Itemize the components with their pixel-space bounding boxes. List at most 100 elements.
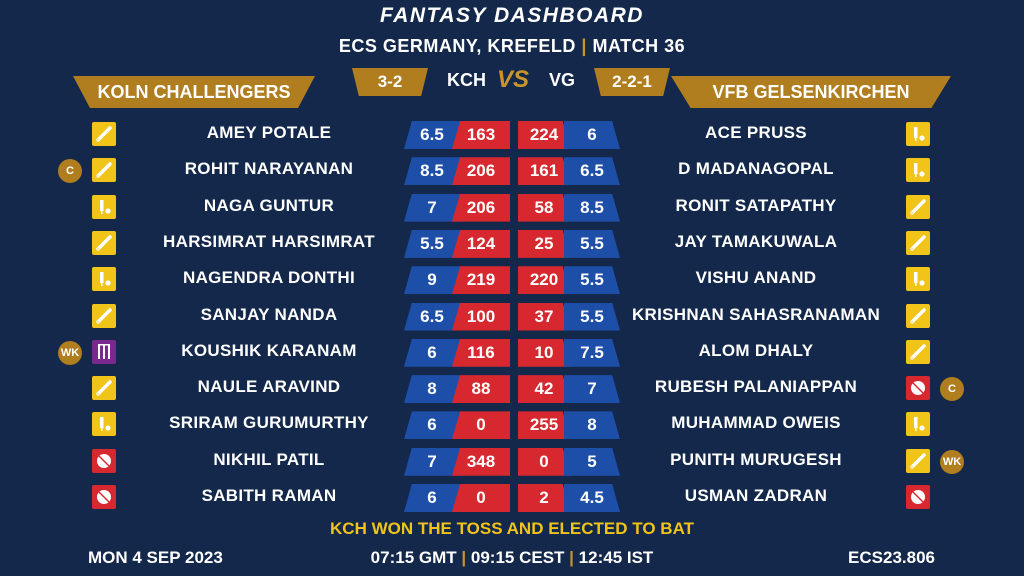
- player-left-credit: 6: [404, 338, 460, 367]
- player-right-points: 0: [518, 447, 570, 476]
- subtitle-separator: |: [581, 36, 587, 56]
- player-left-credit: 7: [404, 447, 460, 476]
- match-subtitle: ECS GERMANY, KREFELD | MATCH 36: [0, 36, 1024, 57]
- cricket-bat-icon: [906, 194, 930, 219]
- player-row: WK KOUSHIK KARANAM 6 116 10 7.5 ALOM DHALY: [0, 335, 1024, 371]
- player-left-name: SRIRAM GURUMURTHY: [169, 413, 369, 433]
- captain-badge: C: [58, 159, 82, 184]
- bat-and-ball-icon: [92, 412, 116, 437]
- player-left-name: SANJAY NANDA: [200, 304, 338, 324]
- player-row: HARSIMRAT HARSIMRAT 5.5 124 25 5.5 JAY TAMAKU…: [0, 226, 1024, 262]
- player-row: NAULE ARAVIND 8 88 42 7 RUBESH PALANIAPPAN C: [0, 371, 1024, 407]
- player-left-points: 0: [452, 411, 510, 440]
- player-left-credit: 7: [404, 193, 460, 222]
- player-left-name: ROHIT NARAYANAN: [184, 159, 354, 179]
- player-left-points: 206: [452, 193, 510, 222]
- time-separator: |: [461, 548, 467, 567]
- match-code: ECS23.806: [848, 548, 935, 567]
- cricket-bat-icon: [906, 448, 930, 473]
- player-left-name: SABITH RAMAN: [201, 486, 337, 505]
- team-left-banner: KOLN CHALLENGERS: [73, 76, 315, 108]
- player-right-name: PUNITH MURUGESH: [670, 449, 842, 469]
- player-right-name: USMAN ZADRAN: [684, 486, 828, 505]
- player-left-name: KOUSHIK KARANAM: [181, 340, 357, 360]
- player-left-points: 163: [452, 121, 510, 149]
- player-left-name: HARSIMRAT HARSIMRAT: [163, 231, 375, 251]
- player-left-credit: 9: [404, 266, 460, 295]
- player-left-name: NIKHIL PATIL: [213, 449, 325, 469]
- player-row: AMEY POTALE 6.5 163 224 6 ACE PRUSS: [0, 117, 1024, 153]
- cricket-bat-icon: [92, 230, 116, 255]
- player-left-name: NAGA GUNTUR: [203, 195, 335, 215]
- player-right-points: 37: [518, 302, 570, 331]
- player-right-credit: 7: [564, 375, 620, 404]
- player-row: C ROHIT NARAYANAN 8.5 206 161 6.5 D MADANAGOPA…: [0, 153, 1024, 189]
- captain-badge: C: [940, 377, 964, 402]
- bat-and-ball-icon: [906, 122, 930, 146]
- time-gmt: 07:15 GMT: [370, 548, 457, 567]
- player-right-credit: 5.5: [564, 302, 620, 331]
- player-right-name: VISHU ANAND: [695, 268, 817, 288]
- player-right-name: ACE PRUSS: [705, 123, 807, 142]
- player-right-points: 42: [518, 375, 570, 404]
- wicketkeeper-badge: WK: [940, 449, 964, 474]
- player-left-points: 124: [452, 229, 510, 258]
- player-row: NAGENDRA DONTHI 9 219 220 5.5 VISHU ANAND: [0, 262, 1024, 298]
- player-left-points: 0: [452, 484, 510, 512]
- player-right-points: 255: [518, 411, 570, 440]
- team-right-abbr: VG: [549, 70, 576, 90]
- player-left-credit: 6.5: [404, 121, 460, 149]
- team-right-name: VFB GELSENKIRCHEN: [712, 81, 910, 102]
- player-row: SABITH RAMAN 6 0 2 4.5 USMAN ZADRAN: [0, 480, 1024, 516]
- cricket-ball-icon: [92, 448, 116, 473]
- toss-result: KCH WON THE TOSS AND ELECTED TO BAT: [330, 519, 694, 538]
- time-separator: |: [569, 548, 574, 567]
- player-row: NIKHIL PATIL 7 348 0 5 PUNITH MURUGESH WK: [0, 444, 1024, 480]
- vs-logo: VS: [497, 66, 530, 93]
- player-right-points: 2: [518, 484, 570, 512]
- dashboard-title: FANTASY DASHBOARD: [380, 4, 644, 27]
- wicket-stumps-icon: [92, 339, 116, 364]
- cricket-bat-icon: [92, 158, 116, 183]
- player-right-credit: 8: [564, 411, 620, 440]
- player-right-points: 10: [518, 338, 570, 367]
- team-left-abbr: KCH: [447, 70, 486, 90]
- player-left-name: NAULE ARAVIND: [197, 377, 341, 397]
- player-right-credit: 5.5: [564, 229, 620, 258]
- player-left-credit: 6.5: [404, 302, 460, 331]
- wicketkeeper-badge: WK: [58, 340, 82, 365]
- player-right-credit: 6.5: [564, 157, 620, 186]
- bat-and-ball-icon: [906, 158, 930, 183]
- team-right-record: 2-2-1: [594, 68, 670, 96]
- player-right-credit: 5: [564, 447, 620, 476]
- player-left-points: 116: [452, 338, 510, 367]
- player-left-credit: 5.5: [404, 229, 460, 258]
- player-right-name: MUHAMMAD OWEIS: [671, 413, 841, 433]
- match-date: MON 4 SEP 2023: [88, 548, 223, 567]
- player-right-name: KRISHNAN SAHASRANAMAN: [631, 304, 881, 324]
- player-right-credit: 6: [564, 121, 620, 149]
- player-right-name: RUBESH PALANIAPPAN: [654, 377, 858, 397]
- player-right-credit: 7.5: [564, 338, 620, 367]
- player-left-points: 219: [452, 266, 510, 295]
- player-row: SANJAY NANDA 6.5 100 37 5.5 KRISHNAN SAHASRAN…: [0, 299, 1024, 335]
- bat-and-ball-icon: [92, 194, 116, 219]
- time-cest: 09:15 CEST: [470, 548, 565, 567]
- player-right-points: 220: [518, 266, 570, 295]
- match-times: 07:15 GMT | 09:15 CEST | 12:45 IST: [0, 548, 1024, 568]
- bat-and-ball-icon: [906, 267, 930, 292]
- cricket-bat-icon: [92, 303, 116, 328]
- cricket-ball-icon: [906, 485, 930, 509]
- player-left-credit: 6: [404, 411, 460, 440]
- cricket-bat-icon: [906, 230, 930, 255]
- player-right-credit: 4.5: [564, 484, 620, 512]
- team-left-record: 3-2: [352, 68, 428, 96]
- player-right-name: D MADANAGOPAL: [678, 159, 834, 179]
- player-left-name: AMEY POTALE: [206, 123, 332, 142]
- player-left-credit: 8.5: [404, 157, 460, 186]
- player-left-points: 100: [452, 302, 510, 331]
- player-left-points: 206: [452, 157, 510, 186]
- cricket-bat-icon: [92, 122, 116, 146]
- player-right-points: 224: [518, 121, 570, 149]
- player-right-credit: 5.5: [564, 266, 620, 295]
